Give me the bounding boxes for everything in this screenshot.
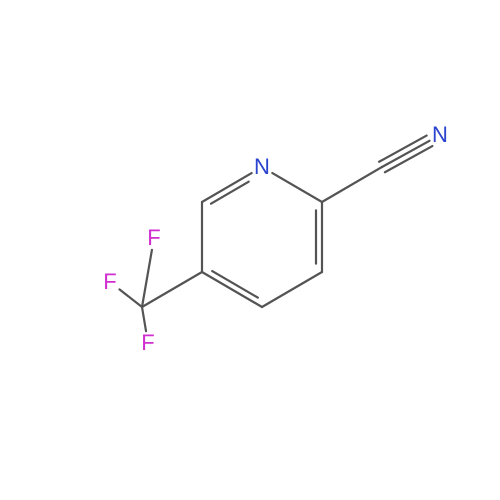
bond-layer (0, 0, 500, 500)
atom-label-F1: F (147, 225, 160, 251)
atom-label-N_ring: N (254, 154, 270, 180)
atom-label-N_cn: N (432, 122, 448, 148)
atom-label-F2: F (103, 269, 116, 295)
molecule-canvas: N N F F F (0, 0, 500, 500)
atom-label-F3: F (141, 330, 154, 356)
